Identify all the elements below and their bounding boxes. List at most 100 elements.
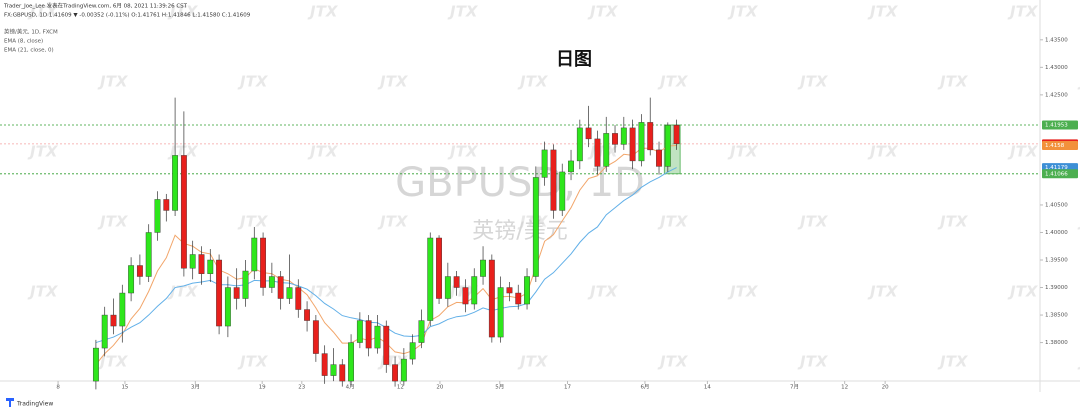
candle-body bbox=[497, 287, 504, 338]
watermark-logo: JTX bbox=[377, 213, 409, 231]
candle-body bbox=[506, 287, 513, 294]
candle-body bbox=[268, 276, 275, 288]
watermark-logo: JTX bbox=[307, 3, 339, 21]
x-tick-label: 19 bbox=[259, 385, 266, 391]
candle-body bbox=[330, 364, 337, 376]
candle-body bbox=[409, 342, 416, 360]
x-tick-label: 12 bbox=[841, 385, 848, 391]
candle-body bbox=[673, 124, 680, 145]
watermark-logo: JTX bbox=[517, 73, 549, 91]
watermark-logo: JTX bbox=[797, 353, 829, 371]
candle-body bbox=[365, 320, 372, 349]
candle-body bbox=[356, 320, 363, 343]
watermark-logo: JTX bbox=[727, 283, 759, 301]
x-tick-label: 4月 bbox=[346, 384, 355, 391]
candle-body bbox=[145, 232, 152, 277]
watermark-logo: JTX bbox=[587, 3, 619, 21]
candle-body bbox=[286, 287, 293, 299]
x-tick-label: 14 bbox=[704, 385, 711, 391]
price-tag-label: 1.4158 bbox=[1045, 143, 1065, 149]
candle-body bbox=[488, 259, 495, 338]
candle-body bbox=[136, 265, 143, 277]
watermark-logo: JTX bbox=[727, 3, 759, 21]
y-tick-label: 1.40500 bbox=[1045, 202, 1068, 208]
watermark-logo: JTX bbox=[937, 213, 969, 231]
candle-body bbox=[418, 320, 425, 343]
candle-body bbox=[550, 149, 557, 211]
x-tick-label: 5月 bbox=[495, 384, 504, 391]
x-tick-label: 7月 bbox=[790, 384, 799, 391]
watermark-logo: JTX bbox=[27, 3, 59, 21]
watermark-logo: JTX bbox=[657, 353, 689, 371]
x-tick-label: 20 bbox=[882, 385, 889, 391]
price-tag-label: 1.41066 bbox=[1045, 171, 1068, 177]
candle-body bbox=[110, 314, 117, 327]
candle-body bbox=[427, 237, 434, 321]
candle-body bbox=[462, 287, 469, 305]
watermark-logo: JTX bbox=[27, 283, 59, 301]
candle-body bbox=[620, 127, 627, 145]
watermark-logo: JTX bbox=[937, 73, 969, 91]
watermark-logo: JTX bbox=[867, 143, 899, 161]
legend-entry: EMA (21, close, 0) bbox=[4, 48, 54, 54]
watermark-logo: JTX bbox=[307, 283, 339, 301]
candle-body bbox=[312, 320, 319, 354]
watermark-logo: JTX bbox=[587, 283, 619, 301]
header: Trader_Joe_Lee 发表在TradingView.com, 6月 08… bbox=[3, 2, 188, 10]
watermark-logo: JTX bbox=[97, 73, 129, 91]
candle-body bbox=[383, 325, 390, 365]
watermark-logo: JTX bbox=[797, 213, 829, 231]
candle-body bbox=[541, 149, 548, 178]
watermark-logo: JTX bbox=[937, 353, 969, 371]
candle-body bbox=[664, 124, 671, 167]
candle-body bbox=[92, 347, 99, 382]
watermark-logo: JTX bbox=[657, 213, 689, 231]
x-tick-label: 8 bbox=[56, 385, 60, 391]
watermark-logo: JTX bbox=[447, 143, 479, 161]
chart-title: 日图 bbox=[556, 49, 592, 70]
y-tick-label: 1.39000 bbox=[1045, 285, 1068, 291]
candle-body bbox=[348, 342, 354, 382]
y-tick-label: 1.43500 bbox=[1045, 37, 1068, 43]
x-tick-label: 3月 bbox=[191, 384, 200, 391]
watermark-logo: JTX bbox=[237, 213, 269, 231]
price-tag bbox=[1042, 169, 1078, 179]
candle-body bbox=[154, 199, 161, 233]
watermark-logo: JTX bbox=[867, 283, 899, 301]
candle-body bbox=[612, 133, 618, 145]
candle-body bbox=[119, 292, 126, 327]
candle-body bbox=[339, 364, 346, 382]
candle-body bbox=[647, 122, 654, 151]
candle-body bbox=[436, 237, 442, 299]
candle-body bbox=[295, 287, 302, 310]
price-tag bbox=[1042, 141, 1078, 151]
watermark-logo: JTX bbox=[1007, 143, 1039, 161]
price-tag bbox=[1042, 120, 1078, 130]
watermark-logo: JTX bbox=[167, 3, 199, 21]
candle-body bbox=[629, 127, 636, 162]
candle-body bbox=[233, 287, 240, 299]
candle-body bbox=[251, 237, 258, 272]
watermark-logo: JTX bbox=[1007, 3, 1039, 21]
candle-body bbox=[321, 353, 328, 376]
candle-body bbox=[242, 270, 249, 299]
candle-body bbox=[524, 276, 530, 305]
watermark-logo: JTX bbox=[797, 73, 829, 91]
candle-body bbox=[189, 254, 196, 269]
watermark-logo: JTX bbox=[517, 353, 549, 371]
candle-body bbox=[453, 276, 460, 288]
quote: FX:GBPUSD, 1D 1.41609 ▼ -0.00352 (-0.11%… bbox=[4, 13, 251, 19]
symbol: 英镑/美元, 1D, FXCM bbox=[4, 28, 58, 36]
candle-body bbox=[207, 259, 214, 274]
watermark-sub: 英镑/美元 bbox=[472, 219, 567, 244]
candle-body bbox=[568, 160, 574, 173]
x-tick-label: 15 bbox=[121, 385, 128, 391]
watermark-logo: JTX bbox=[97, 353, 129, 371]
watermark-logo: JTX bbox=[27, 143, 59, 161]
watermark-logo: JTX bbox=[237, 353, 269, 371]
y-tick-label: 1.42500 bbox=[1045, 92, 1068, 98]
x-tick-label: 6月 bbox=[640, 384, 649, 391]
y-tick-label: 1.39500 bbox=[1045, 258, 1068, 264]
candle-body bbox=[532, 177, 539, 277]
